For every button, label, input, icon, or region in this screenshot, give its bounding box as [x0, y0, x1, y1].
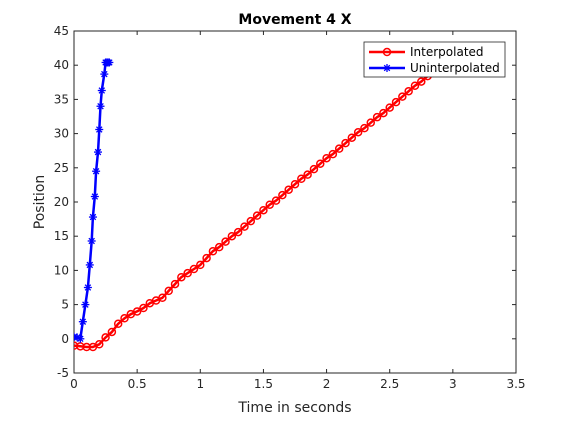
x-tick-label: 3: [449, 377, 457, 391]
y-tick-label: 5: [61, 298, 69, 312]
data-point: [221, 237, 230, 246]
y-tick-label: 10: [54, 263, 69, 277]
data-point: [177, 272, 186, 282]
legend-marker-uninterpolated: [383, 64, 391, 72]
data-point: [96, 102, 105, 111]
data-point: [95, 340, 104, 349]
data-point: [78, 317, 87, 326]
legend-marker-interpolated: [382, 47, 392, 57]
data-point: [170, 279, 180, 289]
data-point: [316, 159, 325, 168]
plot-area: [73, 30, 517, 374]
data-point: [284, 185, 293, 194]
data-point: [113, 319, 123, 329]
y-tick-label: 15: [54, 229, 69, 243]
data-point: [391, 97, 401, 107]
data-point: [410, 81, 420, 90]
data-point: [101, 333, 110, 342]
data-point: [259, 205, 268, 215]
data-point: [202, 253, 211, 263]
data-point: [95, 125, 104, 134]
data-point: [107, 327, 117, 337]
data-point: [105, 58, 114, 67]
x-tick-label: 0: [70, 377, 78, 391]
data-point: [85, 260, 94, 269]
data-point: [366, 118, 376, 127]
data-point: [379, 108, 388, 118]
data-point: [334, 144, 344, 153]
data-point: [246, 216, 256, 226]
data-point: [158, 293, 167, 303]
data-point: [208, 246, 218, 256]
data-point: [417, 77, 426, 86]
data-point: [83, 283, 92, 292]
data-point: [353, 127, 363, 137]
data-point: [97, 86, 106, 95]
series-line-interpolated: [74, 53, 454, 349]
data-point: [271, 196, 281, 205]
legend: Interpolated Uninterpolated: [363, 41, 506, 78]
data-point: [227, 231, 237, 241]
data-point: [328, 149, 338, 159]
data-point: [233, 227, 243, 237]
series-uninterpolated: [74, 58, 114, 343]
data-point: [240, 222, 249, 231]
legend-label-interpolated: Interpolated: [410, 45, 484, 59]
data-point: [404, 86, 413, 96]
data-point: [297, 174, 306, 183]
y-tick-label: 40: [54, 58, 69, 72]
data-point: [88, 213, 97, 222]
data-point: [372, 112, 382, 122]
data-point: [76, 334, 85, 343]
data-point: [81, 300, 90, 309]
data-point: [322, 153, 331, 163]
data-point: [290, 179, 300, 189]
data-point: [92, 167, 101, 176]
data-point: [189, 264, 199, 274]
data-point: [360, 123, 369, 133]
x-axis-label: Time in seconds: [237, 400, 351, 416]
chart-title: Movement 4 X: [238, 12, 351, 28]
y-tick-label: 0: [61, 332, 69, 346]
data-point: [278, 190, 287, 200]
data-point: [341, 138, 350, 148]
data-point: [183, 268, 192, 278]
data-point: [303, 170, 312, 179]
y-tick-label: 30: [54, 127, 69, 141]
y-axis-label: Position: [32, 175, 48, 230]
data-point: [347, 133, 357, 142]
legend-label-uninterpolated: Uninterpolated: [410, 61, 500, 75]
data-point: [87, 236, 96, 245]
x-tick-label: 2.5: [380, 377, 399, 391]
x-tick-label: 0.5: [128, 377, 147, 391]
data-point: [309, 164, 319, 174]
data-point: [100, 70, 109, 79]
data-point: [385, 103, 394, 112]
x-tick-label: 2: [323, 377, 331, 391]
y-tick-label: 45: [54, 24, 69, 38]
data-point: [164, 286, 173, 296]
data-point: [90, 192, 99, 201]
y-tick-label: 20: [54, 195, 69, 209]
data-point: [120, 314, 129, 323]
data-point: [265, 200, 274, 209]
data-point: [93, 148, 102, 157]
data-point: [132, 307, 142, 316]
data-point: [139, 303, 148, 313]
y-tick-label: 25: [54, 161, 69, 175]
x-tick-label: 1: [196, 377, 204, 391]
data-point: [196, 260, 205, 270]
y-tick-label: 35: [54, 92, 69, 106]
y-tick-label: -5: [57, 366, 69, 380]
data-point: [398, 92, 407, 101]
x-tick-label: 1.5: [254, 377, 273, 391]
x-tick-label: 3.5: [506, 377, 525, 391]
data-point: [252, 211, 262, 220]
data-point: [214, 242, 224, 252]
